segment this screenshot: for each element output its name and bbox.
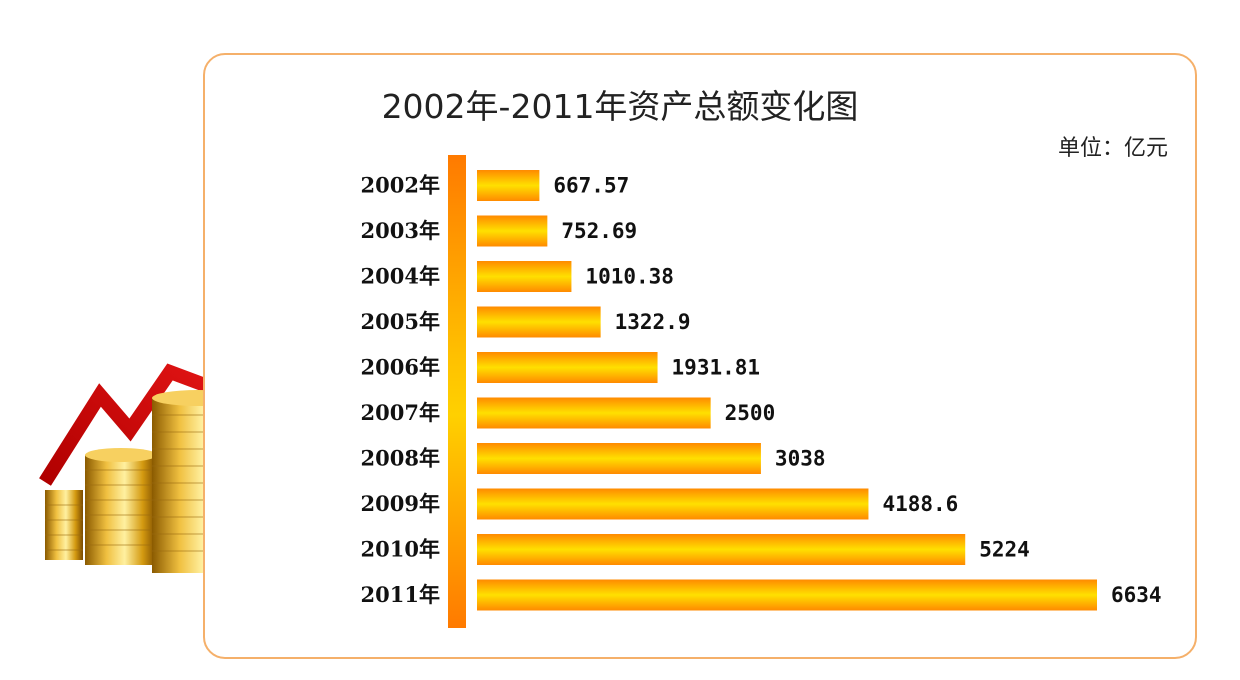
value-label: 6634: [1111, 583, 1162, 607]
value-label: 667.57: [553, 174, 629, 198]
bar: [477, 488, 869, 520]
bar: [477, 534, 966, 565]
category-label: 2009年: [361, 491, 440, 516]
category-label: 2007年: [361, 400, 440, 425]
category-label: 2010年: [361, 537, 440, 562]
unit-label: 单位：亿元: [1057, 136, 1168, 161]
bar: [477, 443, 761, 474]
value-label: 2500: [725, 401, 776, 425]
category-label: 2004年: [361, 264, 440, 289]
category-label: 2002年: [361, 173, 440, 198]
value-label: 3038: [775, 447, 826, 471]
chart-title: 2002年-2011年资产总额变化图: [381, 87, 859, 126]
category-axis-bar: [448, 155, 466, 628]
category-label: 2005年: [361, 309, 440, 334]
category-label: 2003年: [361, 218, 440, 243]
category-label: 2011年: [361, 582, 440, 607]
value-label: 1010.38: [585, 265, 674, 289]
value-label: 1322.9: [615, 310, 691, 334]
value-label: 752.69: [561, 219, 637, 243]
bar: [477, 579, 1097, 611]
bar: [477, 170, 540, 201]
bar: [477, 261, 572, 292]
value-label: 4188.6: [882, 492, 958, 516]
category-label: 2008年: [361, 446, 440, 471]
value-label: 5224: [979, 538, 1030, 562]
value-label: 1931.81: [672, 356, 761, 380]
bar: [477, 352, 658, 383]
bar: [477, 215, 548, 247]
bar: [477, 397, 711, 429]
category-label: 2006年: [361, 355, 440, 380]
bar: [477, 306, 601, 338]
